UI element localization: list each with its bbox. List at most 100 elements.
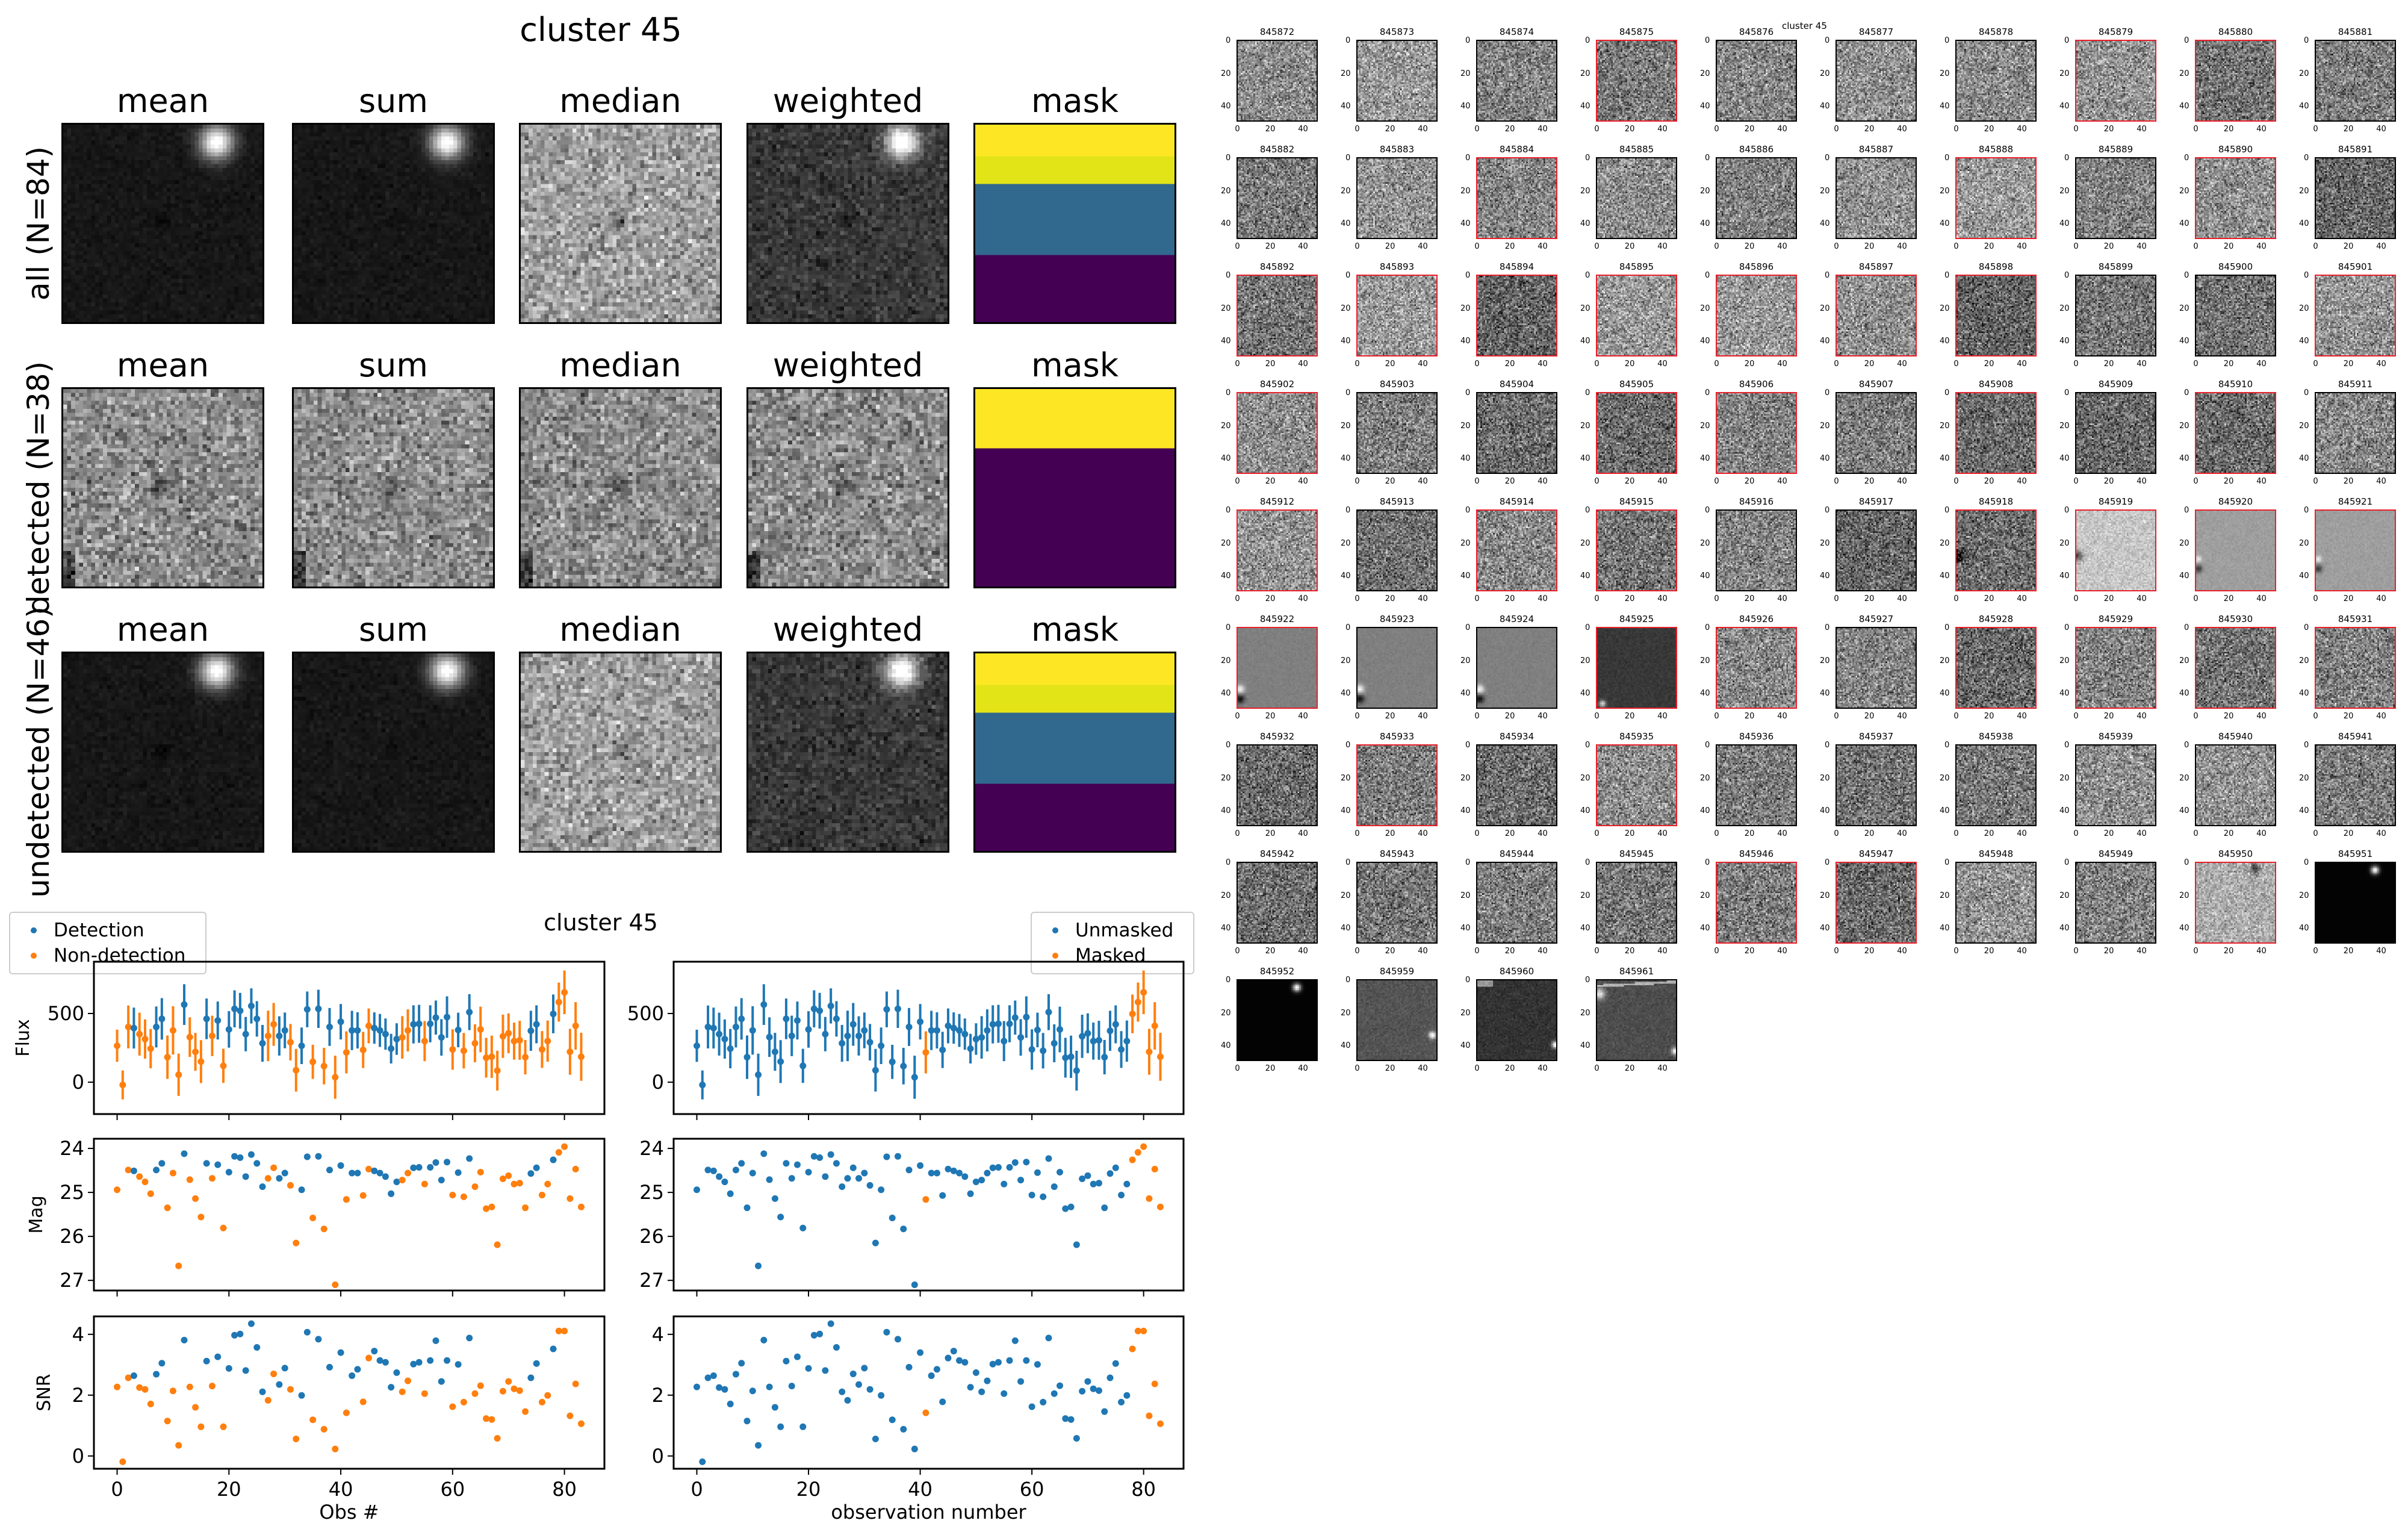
stamp-845934[interactable] xyxy=(1476,744,1557,826)
stamp-845882[interactable] xyxy=(1237,157,1318,239)
stamp-845938[interactable] xyxy=(1955,744,2037,826)
stamp-845880[interactable] xyxy=(2195,40,2276,122)
stamp-845944[interactable] xyxy=(1476,862,1557,944)
stamp-845945[interactable] xyxy=(1596,862,1677,944)
stamp-845952[interactable] xyxy=(1237,979,1318,1061)
stamp-845873[interactable] xyxy=(1356,40,1438,122)
stamp-845884[interactable] xyxy=(1476,157,1557,239)
stamp-845935[interactable] xyxy=(1596,744,1677,826)
stamp-845917[interactable] xyxy=(1835,509,1917,591)
stamp-xtick: 20 xyxy=(2343,360,2354,369)
stamp-845961[interactable] xyxy=(1596,979,1677,1061)
stamp-845885[interactable] xyxy=(1596,157,1677,239)
stamp-845897[interactable] xyxy=(1835,275,1917,356)
stamp-845959[interactable] xyxy=(1356,979,1438,1061)
stamp-845894[interactable] xyxy=(1476,275,1557,356)
stamp-image xyxy=(1597,276,1676,355)
stamp-xtick: 40 xyxy=(1897,242,1907,251)
stamp-845927[interactable] xyxy=(1835,627,1917,709)
stamp-845903[interactable] xyxy=(1356,392,1438,474)
stamp-845941[interactable] xyxy=(2315,744,2396,826)
stamp-845929[interactable] xyxy=(2075,627,2156,709)
stamp-image xyxy=(1238,276,1317,355)
stamp-845907[interactable] xyxy=(1835,392,1917,474)
stamp-845924[interactable] xyxy=(1476,627,1557,709)
stamp-845949[interactable] xyxy=(2075,862,2156,944)
data-point-snr xyxy=(883,1328,890,1336)
stamp-845912[interactable] xyxy=(1237,509,1318,591)
stamp-845932[interactable] xyxy=(1237,744,1318,826)
stamp-845887[interactable] xyxy=(1835,157,1917,239)
stamp-845960[interactable] xyxy=(1476,979,1557,1061)
stamp-845922[interactable] xyxy=(1237,627,1318,709)
stamp-845888[interactable] xyxy=(1955,157,2037,239)
stamp-845940[interactable] xyxy=(2195,744,2276,826)
data-point-mag xyxy=(1084,1172,1091,1179)
y-tick-label: 2 xyxy=(652,1384,664,1407)
stamp-845908[interactable] xyxy=(1955,392,2037,474)
stamp-845877[interactable] xyxy=(1835,40,1917,122)
stamp-845901[interactable] xyxy=(2315,275,2396,356)
stamp-845874[interactable] xyxy=(1476,40,1557,122)
stamp-845928[interactable] xyxy=(1955,627,2037,709)
stamp-845925[interactable] xyxy=(1596,627,1677,709)
stamp-845931[interactable] xyxy=(2315,627,2396,709)
stamp-845909[interactable] xyxy=(2075,392,2156,474)
stamp-845913[interactable] xyxy=(1356,509,1438,591)
stamp-845933[interactable] xyxy=(1356,744,1438,826)
stamp-845904[interactable] xyxy=(1476,392,1557,474)
stamp-845883[interactable] xyxy=(1356,157,1438,239)
stamp-845911[interactable] xyxy=(2315,392,2396,474)
stamp-ytick: 0 xyxy=(1944,741,1950,750)
stamp-845919[interactable] xyxy=(2075,509,2156,591)
data-point-mag xyxy=(359,1192,367,1199)
stamp-845921[interactable] xyxy=(2315,509,2396,591)
stamp-845948[interactable] xyxy=(1955,862,2037,944)
stamp-845920[interactable] xyxy=(2195,509,2276,591)
stamp-845890[interactable] xyxy=(2195,157,2276,239)
data-point-mag xyxy=(1079,1175,1086,1182)
stamp-845910[interactable] xyxy=(2195,392,2276,474)
stamp-845891[interactable] xyxy=(2315,157,2396,239)
stamp-845886[interactable] xyxy=(1716,157,1797,239)
stamp-845926[interactable] xyxy=(1716,627,1797,709)
stamp-845916[interactable] xyxy=(1716,509,1797,591)
stamp-845895[interactable] xyxy=(1596,275,1677,356)
stamp-845875[interactable] xyxy=(1596,40,1677,122)
stamp-845918[interactable] xyxy=(1955,509,2037,591)
stamp-845923[interactable] xyxy=(1356,627,1438,709)
stamp-845872[interactable] xyxy=(1237,40,1318,122)
stamp-ytick: 40 xyxy=(1940,571,1950,581)
stamp-845950[interactable] xyxy=(2195,862,2276,944)
stamp-845899[interactable] xyxy=(2075,275,2156,356)
stamp-845937[interactable] xyxy=(1835,744,1917,826)
stamp-845902[interactable] xyxy=(1237,392,1318,474)
stamp-845906[interactable] xyxy=(1716,392,1797,474)
stamp-845951[interactable] xyxy=(2315,862,2396,944)
axes-frame-mag-left xyxy=(93,1138,606,1292)
stamp-xtick: 20 xyxy=(1984,829,1994,838)
stamp-845946[interactable] xyxy=(1716,862,1797,944)
stamp-845878[interactable] xyxy=(1955,40,2037,122)
stamp-ytick: 0 xyxy=(1585,976,1590,985)
stamp-845905[interactable] xyxy=(1596,392,1677,474)
stamp-845896[interactable] xyxy=(1716,275,1797,356)
stamp-845939[interactable] xyxy=(2075,744,2156,826)
stamp-image xyxy=(1956,393,2035,473)
stamp-845947[interactable] xyxy=(1835,862,1917,944)
stamp-845942[interactable] xyxy=(1237,862,1318,944)
stamp-845892[interactable] xyxy=(1237,275,1318,356)
stamp-845893[interactable] xyxy=(1356,275,1438,356)
stamp-845915[interactable] xyxy=(1596,509,1677,591)
stamp-845936[interactable] xyxy=(1716,744,1797,826)
data-point-snr xyxy=(359,1398,367,1406)
stamp-845876[interactable] xyxy=(1716,40,1797,122)
stamp-845898[interactable] xyxy=(1955,275,2037,356)
stamp-845943[interactable] xyxy=(1356,862,1438,944)
stamp-845879[interactable] xyxy=(2075,40,2156,122)
stamp-845881[interactable] xyxy=(2315,40,2396,122)
stamp-845914[interactable] xyxy=(1476,509,1557,591)
stamp-845930[interactable] xyxy=(2195,627,2276,709)
stamp-845900[interactable] xyxy=(2195,275,2276,356)
stamp-845889[interactable] xyxy=(2075,157,2156,239)
